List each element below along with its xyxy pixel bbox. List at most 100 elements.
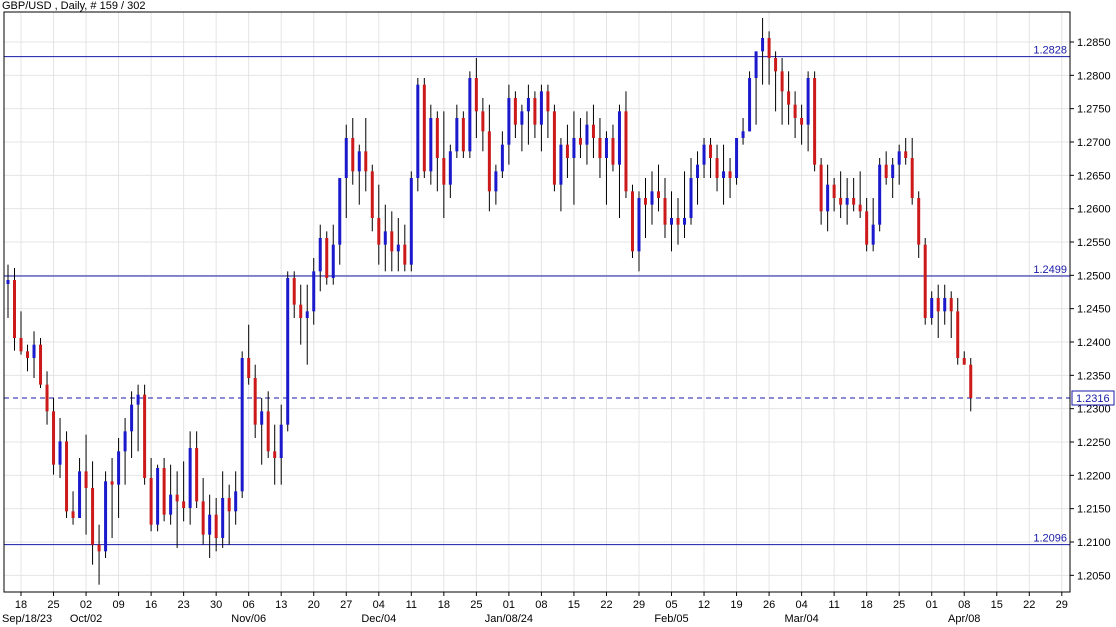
candle-body-up — [741, 131, 745, 138]
candle-body-down — [71, 511, 75, 518]
month-label: Apr/08 — [948, 613, 980, 625]
candle-body-up — [637, 198, 641, 252]
candle-body-down — [364, 151, 368, 172]
candle-body-up — [123, 431, 127, 452]
candle-body-down — [787, 91, 791, 105]
candle-body-up — [670, 218, 674, 225]
plot-border — [3, 11, 1071, 593]
x-tick-label: 05 — [665, 599, 677, 611]
x-tick-label: 06 — [243, 599, 255, 611]
candle-body-up — [520, 111, 524, 125]
level-label: 1.2828 — [1033, 45, 1067, 57]
candle-body-down — [201, 501, 205, 535]
candle-body-up — [806, 78, 810, 125]
candle-body-down — [299, 304, 303, 318]
x-tick-label: 13 — [275, 599, 287, 611]
candle-body-down — [910, 158, 914, 198]
x-tick-label: 04 — [795, 599, 807, 611]
candle-body-up — [130, 404, 134, 432]
candle-body-down — [767, 38, 771, 58]
x-tick-label: 25 — [470, 599, 482, 611]
candle-body-down — [858, 204, 862, 212]
level-label: 1.2499 — [1033, 264, 1067, 276]
candle-body-up — [559, 144, 563, 185]
month-label: Jan/08/24 — [485, 613, 533, 625]
candle-body-up — [689, 178, 693, 218]
candle-body-down — [839, 198, 843, 205]
candle-body-up — [943, 298, 947, 312]
candle-body-up — [761, 38, 765, 52]
x-tick-label: 11 — [406, 599, 417, 611]
y-tick-label: 1.2700 — [1077, 137, 1111, 149]
chart-title: GBP/USD , Daily, # 159 / 302 — [2, 0, 146, 12]
x-tick-label: 22 — [1023, 599, 1035, 611]
y-tick-label: 1.2400 — [1077, 337, 1111, 349]
candle-body-up — [104, 481, 108, 552]
candle-body-down — [227, 498, 231, 512]
x-tick-label: 16 — [145, 599, 157, 611]
y-tick-label: 1.2650 — [1077, 170, 1111, 182]
candle-series — [6, 18, 973, 585]
candle-body-up — [312, 271, 316, 312]
candle-body-down — [611, 138, 615, 165]
candle-body-down — [39, 344, 43, 385]
y-tick-label: 1.2250 — [1077, 437, 1111, 449]
price-axis: 1.20501.21001.21501.22001.22501.23001.23… — [1070, 37, 1111, 582]
candle-body-up — [318, 238, 322, 272]
x-tick-label: 01 — [926, 599, 938, 611]
x-tick-label: 18 — [861, 599, 873, 611]
candle-body-up — [526, 98, 530, 112]
month-label: Oct/02 — [70, 613, 102, 625]
x-tick-label: 23 — [178, 599, 190, 611]
candle-body-up — [136, 394, 140, 405]
candle-body-up — [891, 164, 895, 178]
candle-body-down — [162, 468, 166, 515]
candle-body-up — [494, 171, 498, 192]
candle-body-down — [819, 164, 823, 212]
x-tick-label: 15 — [991, 599, 1003, 611]
x-tick-label: 29 — [1056, 599, 1068, 611]
candle-body-down — [546, 91, 550, 112]
candle-body-up — [383, 231, 387, 245]
candle-body-down — [65, 441, 69, 512]
candle-body-up — [169, 494, 173, 515]
current-price-box — [1071, 390, 1115, 406]
candle-body-up — [572, 138, 576, 158]
candle-body-down — [474, 78, 478, 112]
candle-body-down — [643, 198, 647, 205]
y-tick-label: 1.2750 — [1077, 104, 1111, 116]
candle-body-down — [923, 244, 927, 318]
candle-body-down — [422, 84, 426, 172]
candle-body-down — [578, 138, 582, 145]
candle-body-up — [617, 111, 621, 165]
candle-body-down — [513, 98, 517, 125]
y-tick-label: 1.2500 — [1077, 270, 1111, 282]
candle-body-up — [845, 198, 849, 205]
candle-body-up — [930, 298, 934, 318]
candle-body-down — [84, 471, 88, 488]
candle-body-up — [156, 468, 160, 525]
candle-body-down — [800, 118, 804, 125]
candle-body-up — [6, 280, 10, 284]
candle-body-up — [234, 491, 238, 512]
candle-body-down — [149, 478, 153, 525]
candle-body-up — [279, 424, 283, 458]
x-tick-label: 25 — [47, 599, 59, 611]
candle-body-down — [175, 494, 179, 502]
candle-body-up — [897, 151, 901, 165]
candle-body-up — [455, 118, 459, 152]
x-tick-label: 25 — [893, 599, 905, 611]
candle-body-down — [969, 364, 973, 398]
x-tick-label: 18 — [15, 599, 27, 611]
month-label: Mar/04 — [784, 613, 818, 625]
y-tick-label: 1.2050 — [1077, 570, 1111, 582]
candle-body-up — [748, 78, 752, 132]
x-tick-label: 15 — [568, 599, 580, 611]
candle-body-down — [45, 384, 49, 412]
candle-body-up — [702, 144, 706, 165]
x-tick-label: 29 — [633, 599, 645, 611]
y-tick-label: 1.2600 — [1077, 204, 1111, 216]
candle-body-down — [214, 514, 218, 538]
candle-body-down — [865, 211, 869, 245]
